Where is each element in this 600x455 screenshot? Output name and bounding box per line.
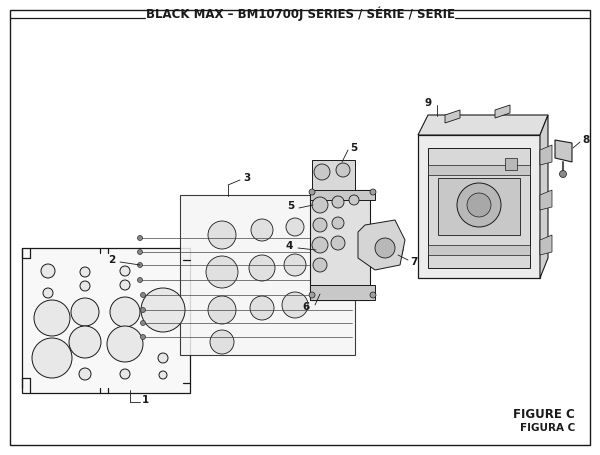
Polygon shape: [312, 160, 355, 195]
Circle shape: [80, 281, 90, 291]
Circle shape: [284, 254, 306, 276]
Text: 3: 3: [243, 173, 250, 183]
Circle shape: [250, 296, 274, 320]
Circle shape: [370, 189, 376, 195]
Circle shape: [375, 238, 395, 258]
Circle shape: [140, 320, 146, 325]
Polygon shape: [418, 135, 540, 278]
Circle shape: [140, 334, 146, 339]
Circle shape: [69, 326, 101, 358]
Circle shape: [370, 292, 376, 298]
Text: 1: 1: [142, 395, 149, 405]
Circle shape: [331, 236, 345, 250]
Circle shape: [120, 266, 130, 276]
Circle shape: [313, 258, 327, 272]
Circle shape: [314, 164, 330, 180]
Circle shape: [457, 183, 501, 227]
Circle shape: [467, 193, 491, 217]
Circle shape: [309, 292, 315, 298]
Circle shape: [313, 218, 327, 232]
Polygon shape: [428, 165, 530, 175]
Polygon shape: [418, 115, 548, 135]
Text: BLACK MAX – BM10700J SERIES / SÉRIE / SERIE: BLACK MAX – BM10700J SERIES / SÉRIE / SE…: [146, 7, 455, 21]
Polygon shape: [428, 245, 530, 255]
Circle shape: [312, 197, 328, 213]
Circle shape: [32, 338, 72, 378]
Text: 5: 5: [287, 201, 294, 211]
Polygon shape: [540, 235, 552, 255]
Circle shape: [120, 280, 130, 290]
Text: 6: 6: [303, 302, 310, 312]
Circle shape: [208, 296, 236, 324]
Polygon shape: [428, 148, 530, 268]
Circle shape: [41, 264, 55, 278]
Circle shape: [140, 293, 146, 298]
Circle shape: [249, 255, 275, 281]
Circle shape: [158, 353, 168, 363]
Text: 5: 5: [350, 143, 357, 153]
Circle shape: [137, 263, 143, 268]
Polygon shape: [555, 140, 572, 162]
Circle shape: [332, 196, 344, 208]
Circle shape: [141, 288, 185, 332]
Circle shape: [34, 300, 70, 336]
Circle shape: [282, 292, 308, 318]
Polygon shape: [180, 195, 355, 355]
Text: 7: 7: [410, 257, 418, 267]
Circle shape: [349, 195, 359, 205]
Polygon shape: [22, 248, 190, 393]
Circle shape: [251, 219, 273, 241]
Circle shape: [120, 369, 130, 379]
Circle shape: [309, 189, 315, 195]
Circle shape: [43, 288, 53, 298]
Circle shape: [140, 308, 146, 313]
Circle shape: [80, 267, 90, 277]
Circle shape: [208, 221, 236, 249]
Circle shape: [319, 253, 337, 271]
Circle shape: [332, 217, 344, 229]
Circle shape: [107, 326, 143, 362]
Circle shape: [367, 230, 403, 266]
Polygon shape: [540, 115, 548, 278]
Circle shape: [206, 256, 238, 288]
Circle shape: [312, 237, 328, 253]
Polygon shape: [495, 105, 510, 118]
Circle shape: [286, 218, 304, 236]
Text: 8: 8: [582, 135, 589, 145]
Polygon shape: [540, 190, 552, 210]
Circle shape: [137, 278, 143, 283]
Polygon shape: [310, 190, 375, 200]
Polygon shape: [358, 220, 405, 270]
Text: FIGURA C: FIGURA C: [520, 423, 575, 433]
Text: 4: 4: [286, 241, 293, 251]
Polygon shape: [310, 285, 375, 300]
Text: 2: 2: [108, 255, 115, 265]
Polygon shape: [540, 145, 552, 165]
Bar: [505, 158, 517, 170]
Circle shape: [210, 330, 234, 354]
Circle shape: [336, 163, 350, 177]
Circle shape: [71, 298, 99, 326]
Circle shape: [137, 236, 143, 241]
Polygon shape: [438, 178, 520, 235]
Circle shape: [159, 371, 167, 379]
Text: FIGURE C: FIGURE C: [513, 409, 575, 421]
Text: 9: 9: [425, 98, 432, 108]
Polygon shape: [310, 190, 370, 300]
Circle shape: [137, 249, 143, 254]
Circle shape: [110, 297, 140, 327]
Circle shape: [560, 171, 566, 177]
Circle shape: [320, 217, 336, 233]
Circle shape: [79, 368, 91, 380]
Polygon shape: [445, 110, 460, 123]
